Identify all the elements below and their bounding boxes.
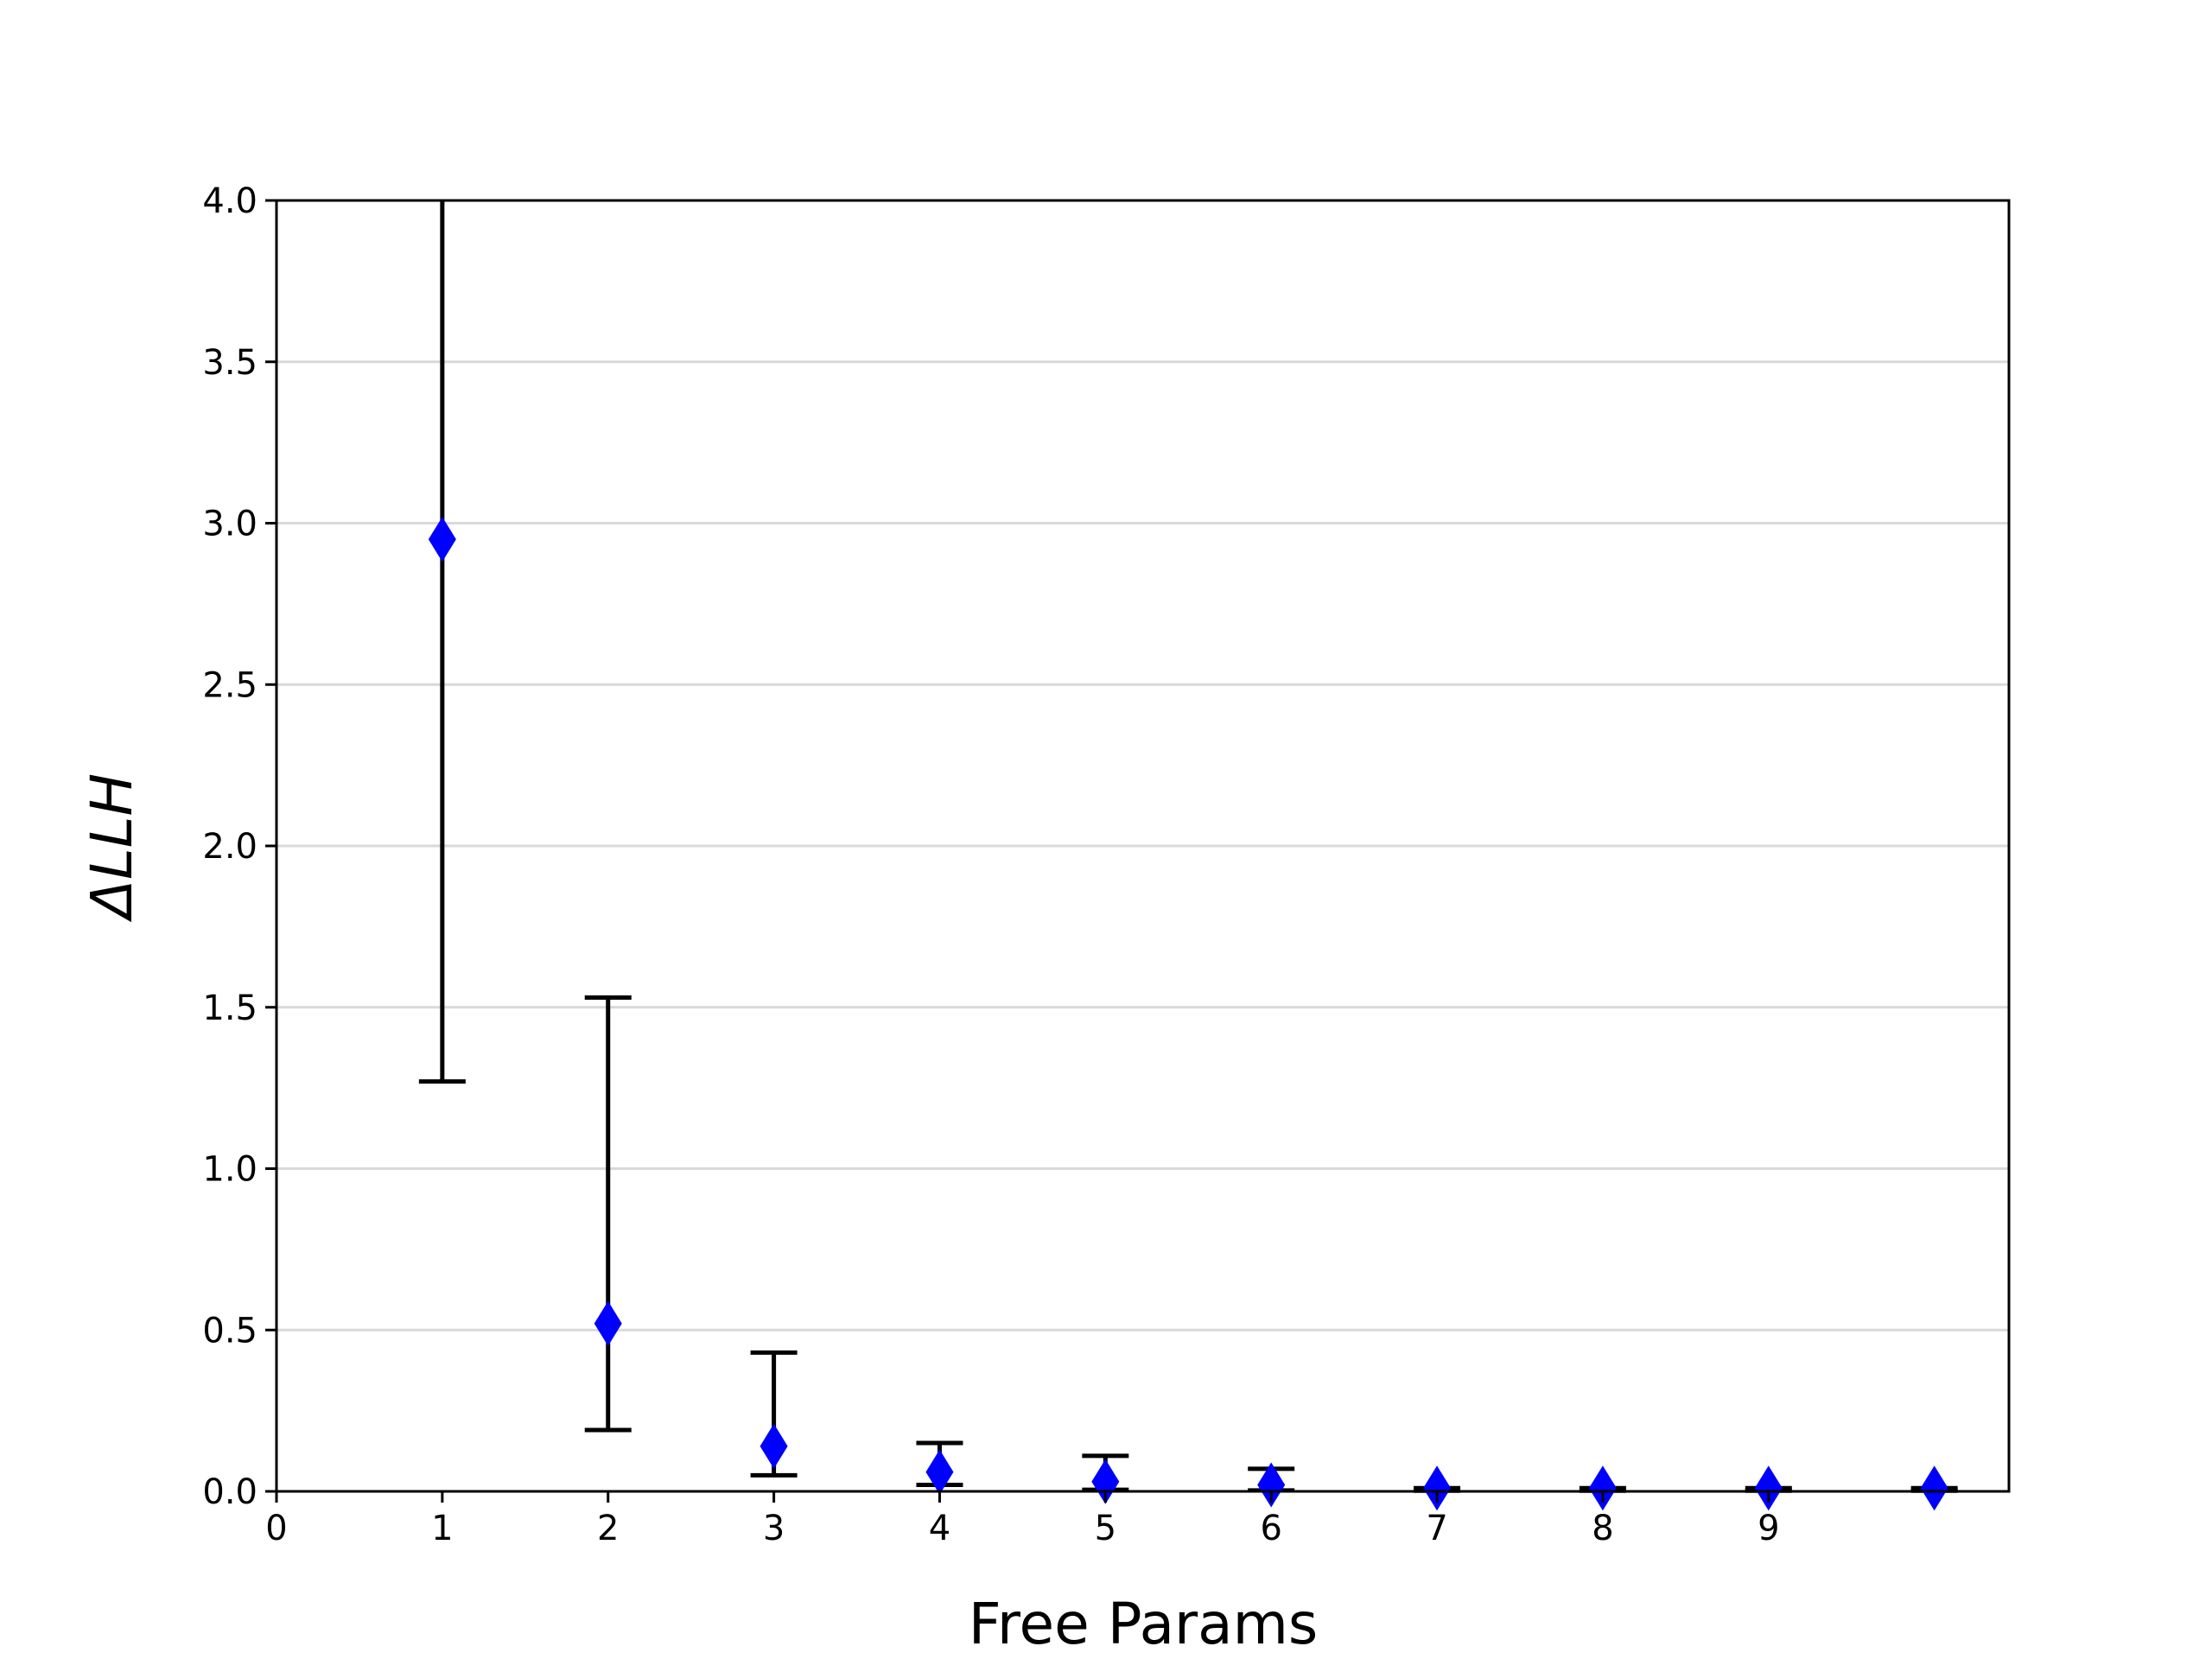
y-tick-label: 3.0 [202, 505, 257, 544]
data-point-marker [760, 1423, 788, 1469]
x-tick-label: 4 [929, 1509, 950, 1548]
y-tick-label: 3.5 [202, 343, 257, 383]
y-tick-label: 0.0 [202, 1472, 257, 1512]
x-tick-label: 5 [1095, 1509, 1116, 1548]
x-tick-label: 0 [265, 1509, 287, 1548]
data-point-marker [1257, 1462, 1286, 1508]
y-tick-label: 1.0 [202, 1150, 257, 1190]
x-tick-label: 7 [1426, 1509, 1447, 1548]
y-tick-label: 0.5 [202, 1311, 257, 1351]
y-axis-ticks: 0.0 0.5 1.0 1.5 2.0 2.5 3.0 3.5 4.0 [202, 181, 276, 1512]
data-point-marker [1423, 1465, 1452, 1511]
x-axis-ticks: 0 1 2 3 4 5 6 7 8 9 [265, 1491, 1780, 1548]
data-point-marker [1920, 1465, 1948, 1511]
x-tick-label: 6 [1260, 1509, 1281, 1548]
grid-layer [276, 360, 2009, 1332]
data-point-marker [1588, 1465, 1617, 1511]
y-tick-label: 1.5 [202, 988, 257, 1028]
y-tick-label: 2.0 [202, 827, 257, 867]
x-tick-label: 2 [597, 1509, 619, 1548]
marker-layer [428, 517, 1948, 1511]
data-point-marker [594, 1300, 622, 1346]
x-axis-title: Free Params [969, 1591, 1319, 1657]
x-tick-label: 3 [763, 1509, 785, 1548]
data-point-marker [1754, 1465, 1783, 1511]
x-tick-label: 8 [1592, 1509, 1613, 1548]
y-tick-label: 4.0 [202, 181, 257, 221]
data-point-marker [925, 1449, 954, 1495]
x-tick-label: 9 [1758, 1509, 1779, 1548]
x-tick-label: 1 [431, 1509, 453, 1548]
data-point-marker [1091, 1459, 1120, 1504]
y-tick-label: 2.5 [202, 665, 257, 705]
y-axis-title: ΔLLH [79, 773, 145, 923]
data-point-marker [428, 517, 456, 563]
